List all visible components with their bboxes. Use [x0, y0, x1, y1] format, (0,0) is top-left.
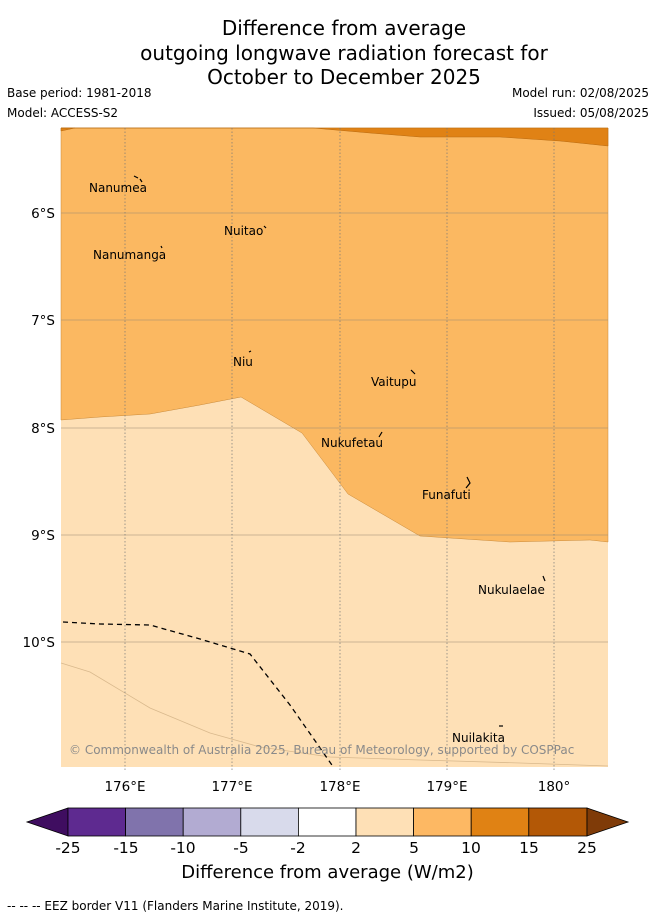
model-run: Model run: 02/08/2025: [511, 86, 649, 100]
base-period: Base period: 1981-2018: [7, 86, 152, 100]
region-10-to-15: [60, 127, 609, 147]
colorbar-tick-2: -15: [113, 839, 138, 857]
colorbar-seg-4: [240, 807, 299, 837]
island-shape-vaitupu: [410, 369, 416, 375]
island-label-nukufetau: Nukufetau: [321, 436, 383, 450]
colorbar-tick-3: -10: [170, 839, 195, 857]
colorbar-seg-2: [125, 807, 184, 837]
colorbar-ticks: -25 -15 -10 -5 -2 2 5 10 15 25: [55, 839, 597, 857]
colorbar-seg-3: [182, 807, 242, 837]
colorbar-seg-8: [470, 807, 530, 837]
meridians: [124, 128, 555, 772]
colorbar-title: Difference from average (W/m2): [181, 862, 474, 883]
title-line-3: October to December 2025: [207, 65, 481, 89]
colorbar-tick-1: -25: [55, 839, 80, 857]
colorbar-seg-1: [67, 807, 126, 837]
colorbar-tick-9: 15: [519, 839, 539, 857]
island-label-nuitao: Nuitao: [224, 224, 263, 238]
colorbar-extend-high: [586, 807, 630, 837]
lon-label-180: 180°: [538, 779, 571, 795]
lon-labels: 176°E 177°E 178°E 179°E 180°: [104, 779, 570, 795]
island-label-nanumea: Nanumea: [89, 181, 147, 195]
island-label-vaitupu: Vaitupu: [371, 375, 417, 389]
lat-label-6s: 6°S: [31, 206, 55, 222]
island-shape-niu: [248, 350, 252, 353]
island-label-nuilakita: Nuilakita: [452, 731, 505, 745]
colorbar-tick-5: -2: [290, 839, 305, 857]
island-shape-nanumea: [133, 175, 143, 183]
model-name: Model: ACCESS-S2: [7, 106, 119, 120]
title-line-1: Difference from average: [221, 16, 467, 40]
island-label-nanumanga: Nanumanga: [93, 248, 166, 262]
issued-date: Issued: 05/08/2025: [533, 106, 649, 120]
lon-label-178e: 178°E: [319, 779, 360, 795]
lat-labels: 6°S 7°S 8°S 9°S 10°S: [23, 206, 56, 651]
map-panel: [60, 127, 609, 767]
colorbar-seg-6: [355, 807, 414, 837]
island-shape-funafuti: [465, 476, 471, 489]
eez-footnote: -- -- -- EEZ border V11 (Flanders Marine…: [7, 899, 344, 913]
colorbar-tick-8: 10: [461, 839, 481, 857]
colorbar-tick-4: -5: [233, 839, 248, 857]
colorbar-extend-low: [25, 807, 69, 837]
title-line-2: outgoing longwave radiation forecast for: [140, 40, 548, 65]
island-shape-nanumanga: [160, 245, 163, 249]
chart-title: Difference from average outgoing longwav…: [0, 16, 655, 90]
island-shape-nukulaelae: [542, 575, 546, 582]
island-shape-nukufetau: [378, 431, 383, 438]
island-label-funafuti: Funafuti: [422, 488, 471, 502]
colorbar-tick-10: 25: [577, 839, 597, 857]
island-label-nukulaelae: Nukulaelae: [478, 583, 545, 597]
lon-label-179e: 179°E: [426, 779, 467, 795]
island-labels: Nanumea Nuitao Nanumanga Niu Vaitupu Nuk…: [89, 181, 545, 745]
colorbar-tick-7: 5: [409, 839, 419, 857]
lat-label-10s: 10°S: [23, 635, 56, 651]
lon-label-177e: 177°E: [211, 779, 252, 795]
colorbar-seg-7: [413, 807, 472, 837]
lat-label-8s: 8°S: [31, 421, 55, 437]
colorbar-seg-5: [297, 807, 357, 837]
copyright-text: © Commonwealth of Australia 2025, Bureau…: [69, 743, 574, 757]
lat-label-7s: 7°S: [31, 313, 55, 329]
colorbar-tick-6: 2: [351, 839, 361, 857]
lat-label-9s: 9°S: [31, 528, 55, 544]
lon-label-176e: 176°E: [104, 779, 145, 795]
island-shapes: [133, 175, 546, 727]
gridlines: [61, 212, 608, 643]
eez-border: [62, 621, 335, 769]
island-shape-nuitao: [263, 225, 267, 229]
colorbar: [25, 807, 630, 837]
island-label-niu: Niu: [233, 355, 253, 369]
lower-boundary-line: [60, 662, 609, 767]
colorbar-seg-9: [528, 807, 588, 837]
